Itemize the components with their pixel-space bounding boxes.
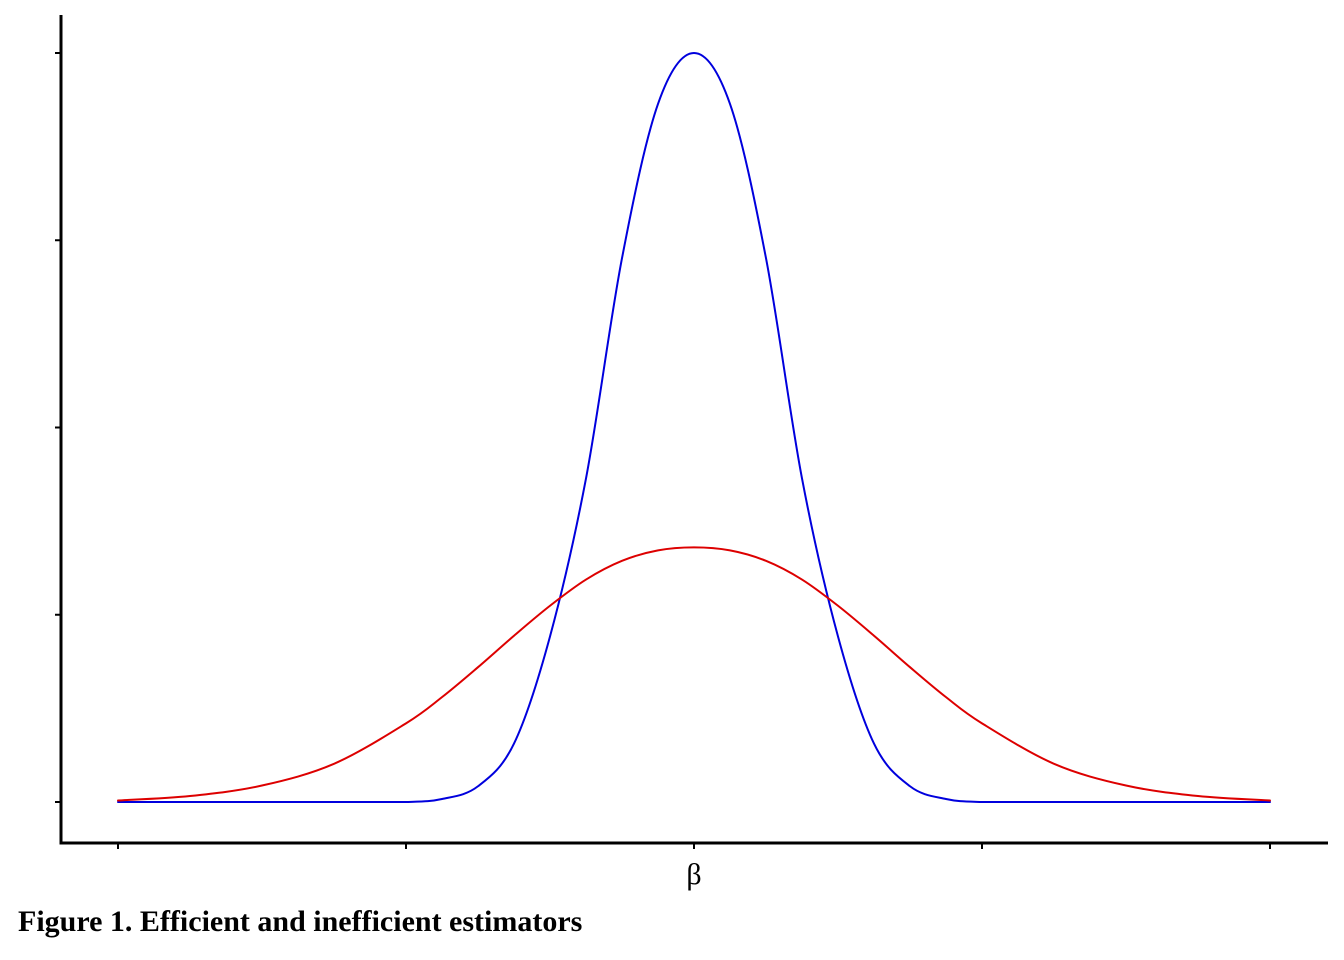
series-line-1 (117, 52, 1271, 804)
figure-caption: Figure 1. Efficient and inefficient esti… (18, 905, 583, 938)
series-line-2 (117, 546, 1271, 802)
x-tick-label: β (686, 858, 701, 891)
chart: β (55, 15, 1328, 891)
x-axis-tick-labels: β (686, 858, 701, 891)
series-group (117, 52, 1271, 804)
